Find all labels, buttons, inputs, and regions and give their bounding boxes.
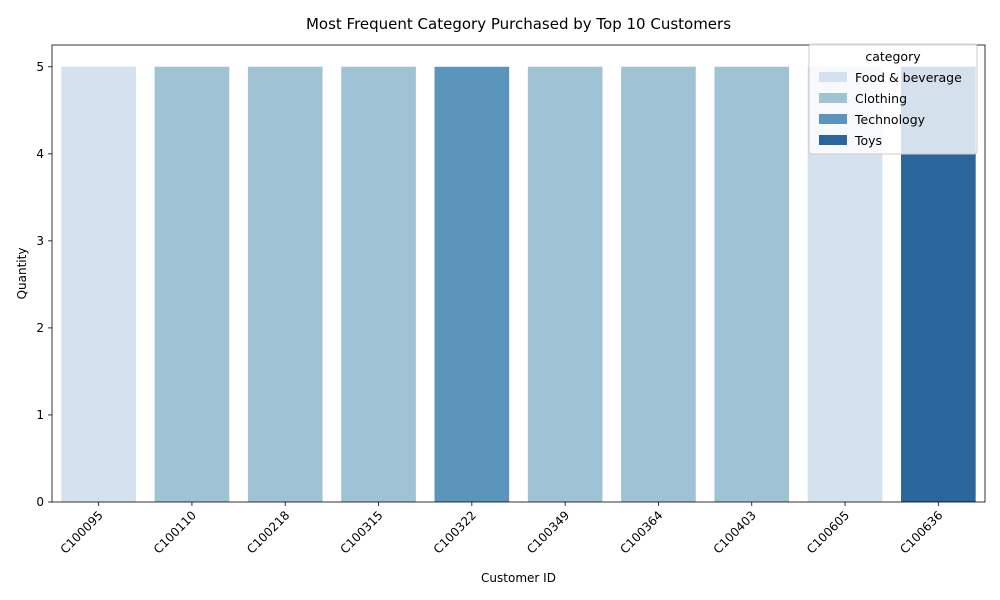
x-tick-label: C100349 [524,508,572,556]
x-tick-label: C100403 [711,508,759,556]
legend-swatch-2 [819,114,847,124]
plot-area: 0 1 2 3 4 5 C100095 C100110 C100218 C100315 C10032… [36,44,986,556]
y-tick-label: 5 [36,60,44,74]
chart-title: Most Frequent Category Purchased by Top … [306,15,731,33]
y-tick-label: 0 [36,495,44,509]
legend-title: category [865,49,921,64]
x-tick-label: C100315 [337,508,385,556]
legend-swatch-1 [819,93,847,103]
bar-C100322 [434,66,510,502]
x-tick-label: C100095 [58,508,106,556]
legend-entry-0: Food & beverage [855,70,962,85]
bar-C100110 [154,66,230,502]
y-tick-label: 4 [36,147,44,161]
legend: category Food & beverage Clothing Technolo… [808,43,978,155]
x-tick-label: C100364 [617,508,665,556]
legend-items: Food & beverage Clothing Technology Toys [819,70,962,148]
legend-entry-2: Technology [854,112,926,127]
legend-swatch-0 [819,72,847,82]
y-tick-label: 1 [36,408,44,422]
x-tick-label: C100110 [151,508,199,556]
x-tick-label: C100218 [244,508,292,556]
plot-frame [51,44,986,503]
bar-C100403 [714,66,790,502]
legend-swatch-3 [819,135,847,145]
bar-C100095 [61,66,136,502]
x-tick-label: C100322 [431,508,479,556]
bar-C100349 [527,66,603,502]
y-axis-label: Quantity [15,248,29,300]
y-tick-label: 2 [36,321,44,335]
legend-entry-3: Toys [854,133,882,148]
bar-C100364 [621,66,696,502]
x-axis-label: Customer ID [481,571,556,585]
bar-C100218 [247,66,323,502]
legend-box [808,43,978,155]
y-tick-label: 3 [36,234,44,248]
legend-entry-1: Clothing [855,91,907,106]
x-tick-label: C100636 [897,508,945,556]
x-tick-label: C100605 [804,508,852,556]
bar-C100315 [341,66,416,502]
